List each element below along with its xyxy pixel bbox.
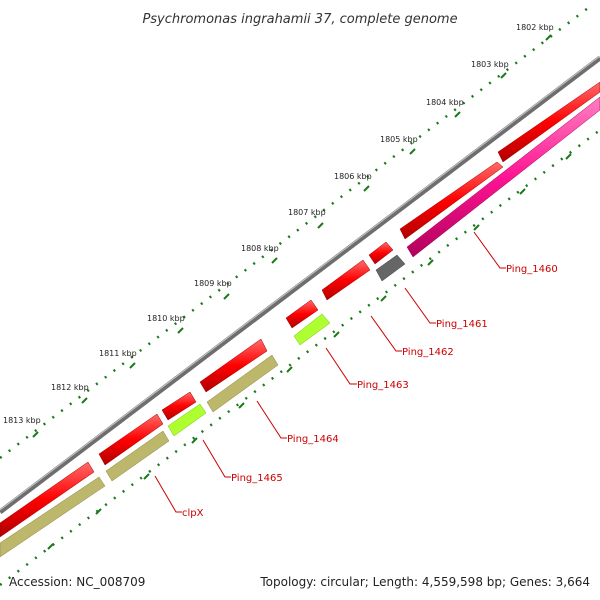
kbp-label: 1813 kbp xyxy=(3,416,41,425)
cds-block xyxy=(199,338,268,393)
kbp-label: 1808 kbp xyxy=(241,244,279,253)
kbp-label: 1804 kbp xyxy=(426,98,464,107)
cds-block xyxy=(321,259,371,301)
gene-label-ping-1464[interactable]: Ping_1464 xyxy=(287,434,339,445)
cds-block-olive xyxy=(105,430,170,482)
cds-block-olive xyxy=(0,476,106,558)
gene-leader-lines xyxy=(154,231,506,513)
cds-block xyxy=(0,461,95,538)
cds-block xyxy=(98,413,164,466)
gene-label-ping-1460[interactable]: Ping_1460 xyxy=(506,264,558,275)
forward-strand-track xyxy=(0,81,600,538)
gene-label-ping-1465[interactable]: Ping_1465 xyxy=(231,473,283,484)
cds-block xyxy=(368,241,394,265)
gene-label-clpx[interactable]: clpX xyxy=(182,508,204,519)
outer-tick-ring xyxy=(0,7,589,459)
kbp-label: 1803 kbp xyxy=(471,60,509,69)
cds-block xyxy=(399,161,504,240)
kbp-label: 1812 kbp xyxy=(51,383,89,392)
cds-block-pink xyxy=(406,96,600,258)
gene-label-ping-1462[interactable]: Ping_1462 xyxy=(402,347,454,358)
gene-label-ping-1463[interactable]: Ping_1463 xyxy=(357,380,409,391)
reverse-strand-track xyxy=(0,96,600,558)
gene-label-ping-1461[interactable]: Ping_1461 xyxy=(436,319,488,330)
inner-tick-ring xyxy=(0,129,600,586)
kbp-label: 1809 kbp xyxy=(194,279,232,288)
kbp-label: 1802 kbp xyxy=(516,23,554,32)
backbone xyxy=(0,55,600,514)
cds-block xyxy=(497,81,600,163)
cds-block-olive xyxy=(206,354,279,413)
kbp-label: 1807 kbp xyxy=(288,208,326,217)
cds-block-lime xyxy=(293,313,331,346)
accession-text: Accession: NC_008709 xyxy=(9,575,145,589)
kbp-label: 1811 kbp xyxy=(99,349,137,358)
cds-block-gray xyxy=(375,254,406,282)
genome-summary-text: Topology: circular; Length: 4,559,598 bp… xyxy=(259,575,590,589)
cds-block xyxy=(161,391,197,421)
kbp-label: 1806 kbp xyxy=(334,172,372,181)
cds-block-lime xyxy=(167,403,207,437)
cds-block xyxy=(285,299,319,329)
kbp-label: 1810 kbp xyxy=(147,314,185,323)
kbp-label: 1805 kbp xyxy=(380,135,418,144)
map-title: Psychromonas ingrahamii 37, complete gen… xyxy=(142,12,457,27)
